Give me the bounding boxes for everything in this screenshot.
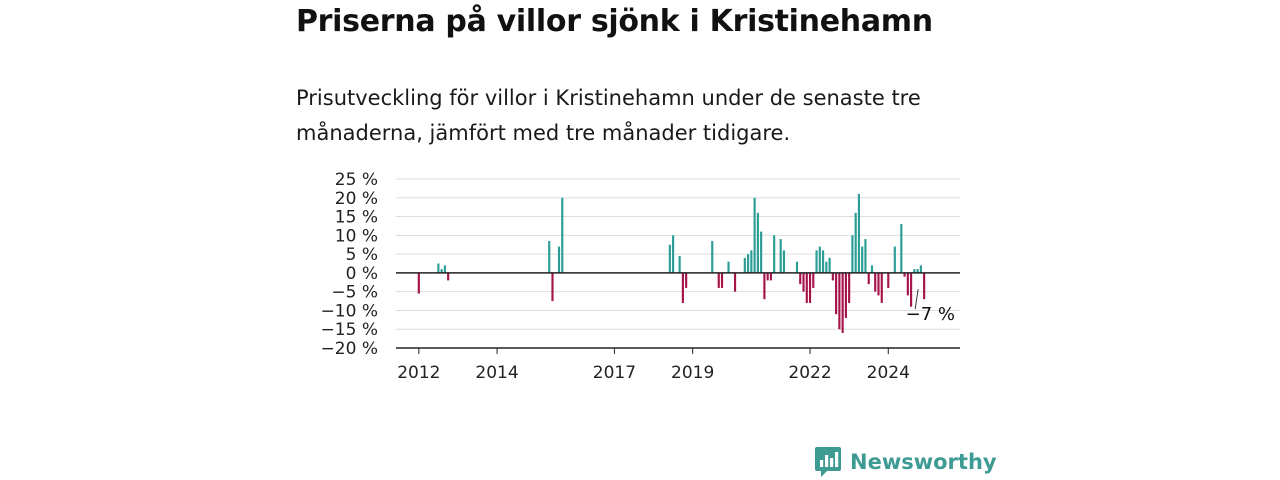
y-tick-label: −5 %	[331, 283, 378, 303]
bar	[802, 272, 805, 292]
y-tick-label: 10 %	[335, 226, 378, 246]
bar	[711, 240, 714, 273]
bar	[720, 272, 724, 288]
x-tick-label: 2017	[593, 363, 636, 383]
bar	[913, 269, 916, 273]
bar	[805, 272, 808, 303]
bar	[717, 272, 720, 288]
y-tick-label: −10 %	[321, 301, 378, 321]
bar	[561, 197, 564, 273]
bar	[906, 272, 909, 296]
chart-subtitle: Prisutveckling för villor i Kristinehamn…	[296, 86, 921, 145]
bar	[727, 261, 730, 273]
bar	[848, 272, 851, 303]
bar	[857, 194, 861, 273]
bar	[923, 272, 926, 300]
y-tick-label: 15 %	[335, 208, 378, 228]
bar	[870, 265, 874, 273]
y-tick-label: 20 %	[335, 189, 378, 209]
bar	[919, 265, 922, 273]
bar	[766, 272, 769, 281]
bar	[815, 250, 818, 273]
bar	[893, 246, 896, 273]
x-tick-label: 2012	[397, 363, 440, 383]
bar	[916, 269, 919, 273]
x-tick-label: 2024	[867, 363, 910, 383]
x-tick-label: 2019	[671, 363, 714, 383]
y-tick-label: 5 %	[346, 245, 378, 265]
bar	[812, 272, 815, 288]
y-tick-label: 25 %	[335, 170, 378, 190]
bar	[763, 272, 766, 300]
bar	[551, 272, 554, 302]
y-tick-label: 0 %	[346, 264, 378, 284]
bar	[753, 197, 756, 273]
bar	[799, 272, 802, 285]
bar	[825, 261, 828, 273]
bar	[747, 254, 750, 273]
bar	[880, 272, 883, 303]
bar	[818, 246, 821, 273]
bar	[874, 272, 877, 292]
bar-chart-speech-bubble-icon	[815, 447, 841, 477]
bar	[838, 272, 841, 330]
bar	[821, 250, 825, 273]
bar	[808, 272, 812, 303]
bar	[910, 272, 913, 307]
bar	[750, 250, 753, 273]
x-tick-label: 2014	[475, 363, 518, 383]
bar	[769, 272, 772, 281]
bar	[835, 272, 838, 315]
x-tick-label: 2022	[788, 363, 831, 383]
bar	[903, 272, 906, 277]
bar	[867, 272, 870, 285]
bar	[672, 235, 675, 273]
y-tick-label: −20 %	[321, 339, 378, 359]
bar	[854, 212, 857, 273]
bar	[841, 272, 844, 333]
brand-name: Newsworthy	[850, 450, 997, 474]
annotation-leader	[914, 289, 919, 310]
bar	[851, 235, 854, 273]
bar	[685, 272, 688, 288]
bar	[743, 257, 746, 273]
bar	[861, 246, 864, 273]
bar	[779, 239, 782, 273]
bar-chart: 25 %20 %15 %10 %5 %0 %−5 %−10 %−15 %−20 …	[321, 170, 960, 383]
bar	[828, 257, 831, 273]
bar	[548, 240, 551, 273]
bar	[831, 272, 834, 281]
bar	[887, 272, 890, 288]
y-axis-tick-labels: 25 %20 %15 %10 %5 %0 %−5 %−10 %−15 %−20 …	[321, 170, 378, 359]
bar	[760, 231, 763, 273]
bar	[795, 261, 799, 273]
annotation: −7 %	[906, 289, 955, 325]
bar	[782, 250, 786, 273]
bar	[678, 255, 681, 273]
bar	[756, 212, 759, 273]
bar	[864, 239, 867, 273]
bar-series	[417, 194, 926, 333]
chart-title: Priserna på villor sjönk i Kristinehamn	[296, 4, 933, 39]
bar	[437, 263, 440, 273]
x-axis-ticks: 2012 2014 2017 2019 2022 2024	[397, 348, 910, 383]
bar	[844, 272, 847, 318]
bar	[900, 224, 903, 273]
bar	[417, 272, 420, 294]
gridlines	[396, 178, 960, 349]
bar	[668, 244, 671, 273]
bar	[443, 265, 446, 273]
bar	[681, 272, 684, 303]
y-tick-label: −15 %	[321, 320, 378, 340]
bar	[733, 272, 737, 292]
bar	[877, 272, 880, 296]
bar	[557, 246, 561, 273]
bar	[773, 235, 776, 273]
annotation-label: −7 %	[906, 304, 955, 325]
newsworthy-logo[interactable]: Newsworthy	[814, 445, 997, 479]
bar	[440, 269, 443, 273]
bar	[447, 272, 450, 281]
